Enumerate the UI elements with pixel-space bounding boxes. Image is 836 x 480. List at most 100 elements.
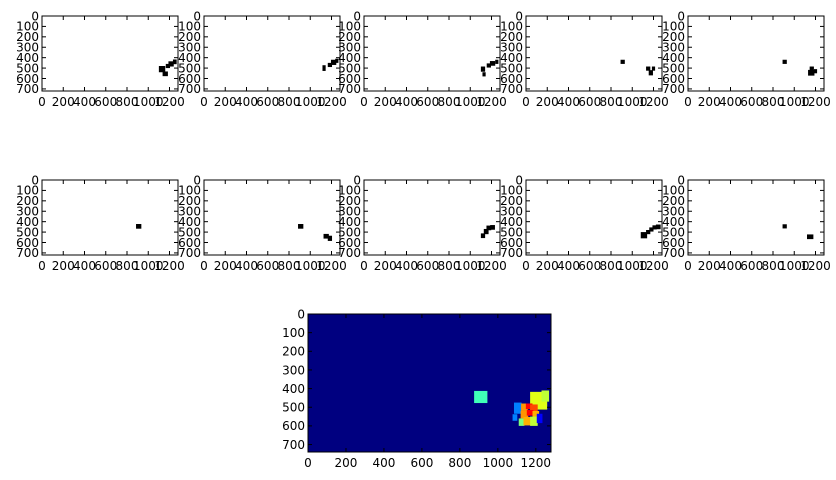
y-tick-label: 200: [662, 194, 685, 208]
x-tick-label: 600: [578, 259, 601, 273]
x-tick-label: 400: [73, 95, 96, 109]
heatmap-background: [308, 314, 551, 452]
x-tick-label: 200: [536, 259, 559, 273]
x-tick-label: 200: [335, 456, 358, 470]
heatmap-cell: [512, 414, 518, 421]
x-tick-label: 800: [116, 95, 139, 109]
x-tick-label: 800: [438, 259, 461, 273]
axes-frame: [41, 179, 179, 256]
blob-mark: [327, 235, 333, 241]
y-tick-label: 600: [178, 72, 201, 86]
blob-mark: [808, 69, 815, 76]
x-tick-label: 400: [235, 95, 258, 109]
x-tick-label: 1200: [476, 259, 507, 273]
y-tick-label: 300: [178, 41, 201, 55]
blob-mark: [162, 71, 168, 77]
y-tick-label: 300: [178, 205, 201, 219]
blob-mark: [620, 59, 625, 64]
x-tick-label: 1000: [455, 259, 486, 273]
x-tick-label: 600: [416, 259, 439, 273]
blob-mark: [168, 61, 174, 67]
axes-frame: [525, 15, 663, 92]
y-tick-label: 500: [662, 61, 685, 75]
heatmap-cell: [474, 390, 488, 404]
y-tick-label: 700: [500, 246, 523, 260]
y-tick-label: 0: [677, 173, 685, 187]
binary-frame-4: 0 200400600800100012000100200300400500600…: [500, 9, 669, 109]
blob-mark: [813, 69, 818, 74]
y-tick-label: 600: [16, 236, 39, 250]
x-tick-label: 1200: [316, 95, 347, 109]
axes-frame: [363, 15, 501, 92]
x-tick-label: 200: [698, 259, 721, 273]
x-tick-label: 1200: [476, 95, 507, 109]
y-tick-label: 700: [16, 82, 39, 96]
x-tick-label: 400: [719, 95, 742, 109]
y-tick-label: 0: [515, 173, 523, 187]
y-tick-label: 400: [282, 382, 305, 396]
x-tick-label: 1200: [154, 259, 185, 273]
y-tick-label: 400: [16, 215, 39, 229]
blob-mark: [782, 59, 787, 64]
y-tick-label: 300: [338, 205, 361, 219]
heatmap-cell: [521, 403, 528, 411]
y-tick-label: 100: [16, 20, 39, 34]
blob-mark: [648, 70, 653, 76]
heatmap-cell: [532, 410, 540, 419]
x-tick-label: 800: [600, 95, 623, 109]
y-tick-label: 400: [500, 51, 523, 65]
blob-mark: [646, 66, 651, 71]
x-tick-label: 800: [448, 456, 471, 470]
binary-frame-6: 0 200400600800100012000100200300400500600…: [16, 173, 185, 273]
x-tick-label: 400: [557, 259, 580, 273]
y-tick-label: 0: [193, 173, 201, 187]
x-tick-label: 0: [38, 259, 46, 273]
y-tick-label: 400: [178, 51, 201, 65]
y-tick-label: 200: [16, 194, 39, 208]
blob-mark: [165, 63, 171, 69]
x-tick-label: 600: [578, 95, 601, 109]
y-tick-label: 600: [500, 72, 523, 86]
y-tick-label: 700: [16, 246, 39, 260]
y-tick-label: 300: [662, 41, 685, 55]
blob-mark: [480, 233, 486, 239]
binary-frame-5: 0 200400600800100012000100200300400500600…: [662, 9, 831, 109]
blob-mark: [640, 232, 648, 239]
y-tick-label: 700: [338, 82, 361, 96]
x-tick-label: 0: [360, 95, 368, 109]
axes-frame: [687, 179, 825, 256]
y-tick-label: 700: [338, 246, 361, 260]
axes-frame: [203, 179, 341, 256]
heatmap-cell: [525, 403, 533, 410]
x-tick-label: 0: [522, 259, 530, 273]
y-tick-label: 700: [500, 82, 523, 96]
blob-mark: [651, 66, 656, 71]
x-tick-label: 800: [762, 259, 785, 273]
heatmap-cell: [520, 410, 529, 419]
y-tick-label: 700: [178, 82, 201, 96]
heatmap-cell: [530, 404, 538, 412]
blob-mark: [298, 224, 304, 229]
x-tick-label: 600: [416, 95, 439, 109]
y-tick-label: 500: [16, 225, 39, 239]
y-tick-label: 500: [282, 401, 305, 415]
blob-mark: [172, 59, 177, 65]
x-tick-label: 200: [52, 259, 75, 273]
y-tick-label: 300: [338, 41, 361, 55]
x-tick-label: 0: [304, 456, 312, 470]
x-tick-label: 200: [698, 95, 721, 109]
y-tick-label: 200: [500, 194, 523, 208]
y-tick-label: 300: [16, 41, 39, 55]
x-tick-label: 0: [522, 95, 530, 109]
x-tick-label: 0: [200, 259, 208, 273]
x-tick-label: 1200: [638, 95, 669, 109]
y-tick-label: 100: [500, 184, 523, 198]
axes-frame: [687, 15, 825, 92]
y-tick-label: 500: [500, 225, 523, 239]
x-tick-label: 1000: [133, 259, 164, 273]
axes-frame: [203, 15, 341, 92]
x-tick-label: 1000: [455, 95, 486, 109]
blob-mark: [327, 62, 333, 68]
y-tick-label: 600: [662, 236, 685, 250]
y-tick-label: 100: [16, 184, 39, 198]
